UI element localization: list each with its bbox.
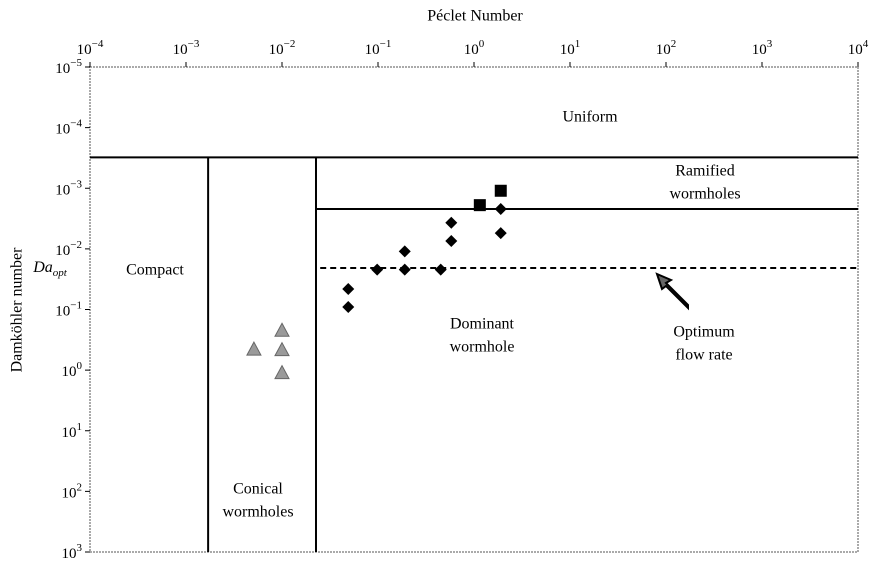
triangle-point (246, 341, 262, 356)
optimum-label: Optimum (673, 324, 735, 341)
y-tick-label: 10−2 (55, 238, 82, 259)
diamond-point (342, 283, 355, 296)
diamond-point (494, 227, 507, 240)
conical-label: Conical (233, 481, 283, 498)
x-axis-title: Péclet Number (427, 8, 523, 25)
diamond-point (398, 245, 411, 258)
diamond-point (342, 301, 355, 314)
x-tick-label: 101 (560, 38, 581, 59)
diamond-point (494, 203, 507, 216)
compact-label: Compact (126, 262, 184, 279)
conical-label: wormholes (222, 504, 293, 521)
y-tick-label: 101 (62, 420, 83, 441)
triangle-point (274, 322, 290, 337)
x-tick-label: 103 (752, 38, 773, 59)
da-opt-label: Daopt (32, 259, 68, 279)
diamond-point (371, 263, 384, 276)
x-tick-label: 10−1 (365, 38, 392, 59)
square-point (473, 199, 486, 212)
ramified-label: Ramified (675, 163, 735, 180)
y-axis-title: Damköhler number (9, 247, 26, 373)
y-tick-label: 10−3 (55, 178, 82, 199)
plot-frame (89, 66, 859, 553)
x-tick-label: 102 (656, 38, 677, 59)
y-tick-label: 10−5 (55, 57, 82, 78)
y-tick-label: 10−4 (55, 117, 82, 138)
dominant-label: wormhole (450, 339, 515, 356)
x-tick-label: 10−4 (77, 38, 104, 59)
triangle-point (274, 364, 290, 380)
x-tick-label: 104 (848, 38, 869, 59)
optimum-arrow (655, 272, 689, 311)
x-tick-label: 10−2 (269, 38, 296, 59)
x-tick-label: 100 (464, 38, 485, 59)
x-tick-label: 10−3 (173, 38, 200, 59)
diamond-point (434, 263, 447, 276)
y-tick-label: 100 (62, 360, 83, 381)
diamond-point (445, 234, 458, 247)
y-tick-label: 102 (62, 481, 83, 502)
uniform-label: Uniform (562, 109, 618, 126)
da-opt-main: Da (32, 259, 53, 276)
dominant-label: Dominant (450, 316, 515, 333)
diamond-point (398, 263, 411, 276)
diamond-point (445, 216, 458, 229)
y-tick-label: 103 (62, 542, 83, 563)
ramified-label: wormholes (669, 186, 740, 203)
da-opt-sub: opt (53, 267, 68, 279)
triangle-point (274, 341, 290, 357)
optimum-label: flow rate (675, 347, 732, 364)
y-tick-label: 10−1 (55, 299, 82, 320)
square-point (494, 184, 507, 197)
